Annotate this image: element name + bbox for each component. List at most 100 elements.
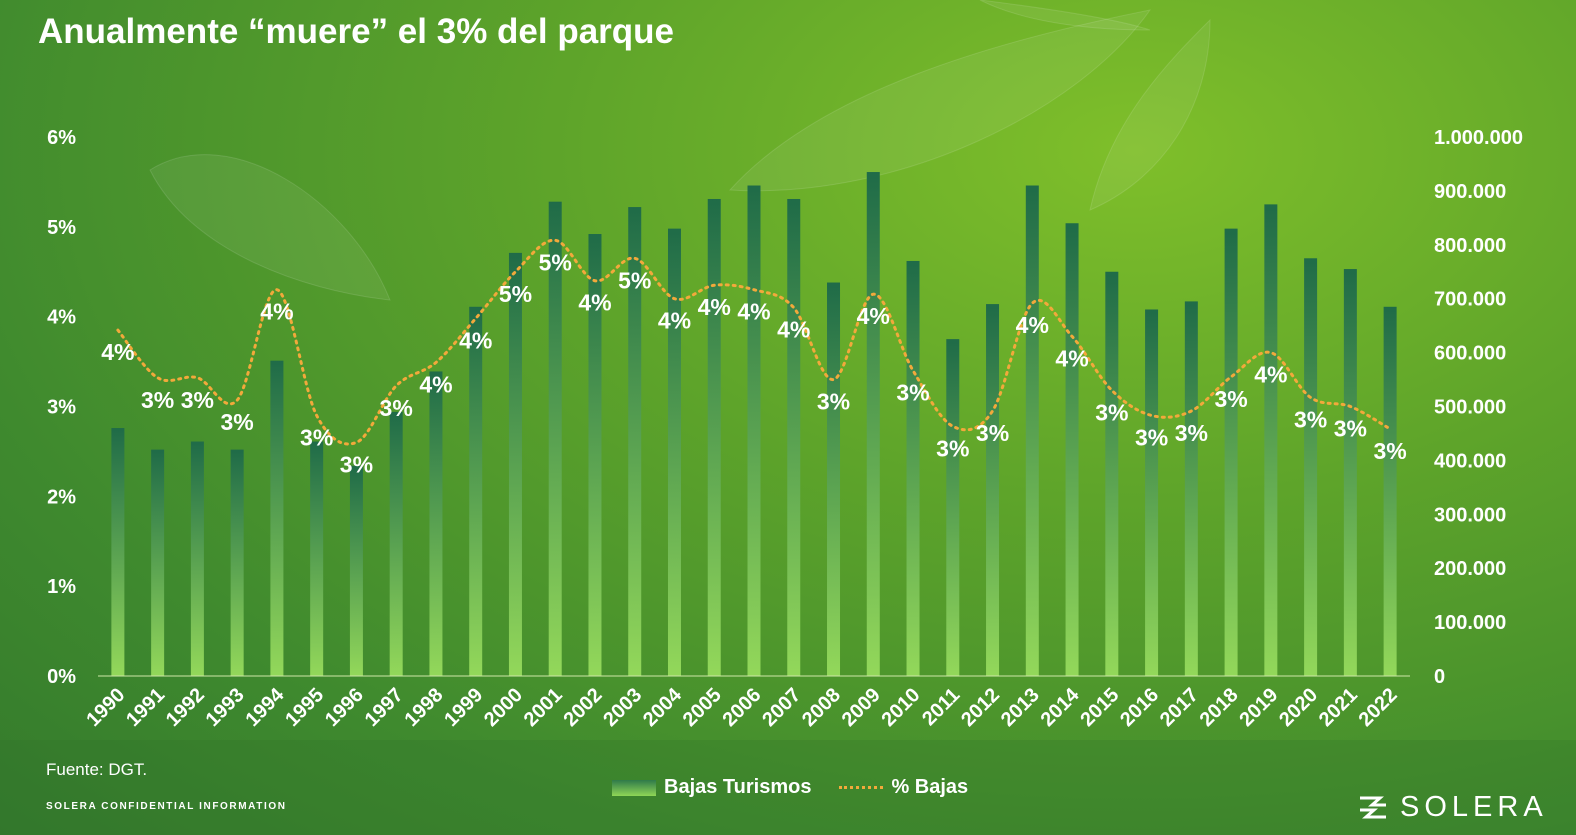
x-tick-label: 1993: [202, 684, 249, 731]
bar-2008: [827, 282, 841, 676]
x-tick-label: 2002: [559, 684, 606, 731]
data-label-1994: 4%: [260, 299, 293, 325]
data-label-2006: 4%: [737, 299, 770, 325]
x-tick-label: 2022: [1355, 684, 1402, 731]
bar-2000: [508, 252, 522, 676]
left-tick-label: 1%: [47, 576, 76, 598]
data-label-1993: 3%: [221, 409, 254, 435]
data-label-1996: 3%: [340, 451, 373, 477]
bar-2011: [946, 339, 960, 676]
data-label-1997: 3%: [380, 395, 413, 421]
bar-2007: [787, 198, 801, 677]
bar-1997: [389, 411, 403, 676]
data-label-1990: 4%: [101, 339, 134, 365]
x-tick-label: 1997: [361, 684, 408, 731]
bar-2019: [1264, 204, 1278, 676]
bar-2012: [986, 304, 1000, 676]
data-label-2021: 3%: [1334, 416, 1367, 442]
x-tick-label: 1990: [82, 684, 129, 731]
data-label-2013: 4%: [1016, 312, 1049, 338]
right-tick-label: 700.000: [1434, 289, 1506, 311]
x-tick-label: 2009: [838, 684, 885, 731]
percent-line: [116, 238, 1392, 446]
data-label-1992: 3%: [181, 387, 214, 413]
bar-2016: [1145, 309, 1159, 676]
bar-1991: [151, 449, 165, 676]
data-label-1995: 3%: [300, 424, 333, 450]
x-tick-label: 2017: [1156, 684, 1203, 731]
x-axis: 1990199119921993199419951996199719981999…: [82, 683, 1401, 731]
data-label-2012: 3%: [976, 420, 1009, 446]
x-tick-label: 2018: [1196, 684, 1243, 731]
bar-2003: [628, 207, 642, 676]
bar-2022: [1383, 306, 1397, 676]
legend: Bajas Turismos % Bajas: [612, 776, 968, 799]
bar-1998: [429, 371, 443, 676]
bar-2009: [866, 172, 880, 676]
x-tick-label: 2010: [878, 684, 925, 731]
x-tick-label: 2011: [918, 684, 964, 730]
legend-bars-label: Bajas Turismos: [664, 776, 812, 798]
data-label-2016: 3%: [1135, 424, 1168, 450]
bar-2006: [747, 185, 761, 676]
data-label-2004: 4%: [658, 308, 691, 334]
data-label-1998: 4%: [419, 371, 452, 397]
data-label-2010: 3%: [896, 380, 929, 406]
data-label-2019: 4%: [1254, 362, 1287, 388]
right-tick-label: 200.000: [1434, 558, 1506, 580]
bar-line-chart: 0%1%2%3%4%5%6% 0100.000200.000300.000400…: [47, 127, 1523, 731]
data-labels-layer: 4%3% 3%3%4%3%3%3%4%4%5%5%4%5%4%4% 4%4%3%4%…: [101, 249, 1406, 477]
bar-1996: [349, 465, 363, 676]
data-label-2000: 5%: [499, 281, 532, 307]
x-tick-label: 2015: [1076, 684, 1123, 731]
x-tick-label: 2007: [758, 684, 805, 731]
bar-2013: [1025, 185, 1039, 676]
x-tick-label: 2003: [599, 684, 646, 731]
bar-2010: [906, 260, 920, 676]
data-label-2009: 4%: [857, 303, 890, 329]
x-tick-label: 2008: [798, 684, 845, 731]
x-tick-label: 2000: [480, 684, 527, 731]
right-tick-label: 600.000: [1434, 343, 1506, 365]
bars-layer: [111, 172, 1397, 677]
bar-1995: [310, 441, 324, 676]
data-label-2018: 3%: [1214, 386, 1247, 412]
x-tick-label: 1998: [400, 684, 447, 731]
data-label-2005: 4%: [698, 294, 731, 320]
solera-logo: SOLERA: [1356, 790, 1548, 824]
data-label-2007: 4%: [777, 317, 810, 343]
left-tick-label: 2%: [47, 486, 76, 508]
x-tick-label: 2006: [719, 684, 766, 731]
x-tick-label: 2012: [957, 684, 1004, 731]
data-label-2008: 3%: [817, 389, 850, 415]
left-tick-label: 5%: [47, 217, 76, 239]
legend-bar-swatch: [612, 779, 656, 796]
bar-2014: [1065, 223, 1079, 677]
data-label-2017: 3%: [1175, 420, 1208, 446]
x-tick-label: 1996: [321, 684, 368, 731]
left-tick-label: 4%: [47, 307, 76, 329]
x-tick-label: 2016: [1116, 684, 1163, 731]
right-tick-label: 100.000: [1434, 612, 1506, 634]
x-tick-label: 2019: [1235, 684, 1282, 731]
bar-2005: [707, 198, 721, 677]
x-tick-label: 1992: [162, 684, 209, 731]
confidential-notice: SOLERA CONFIDENTIAL INFORMATION: [46, 801, 287, 812]
x-tick-label: 2020: [1275, 684, 1322, 731]
right-tick-label: 1.000.000: [1434, 127, 1523, 149]
bar-2004: [667, 228, 681, 676]
x-tick-label: 1994: [241, 683, 289, 731]
bar-2015: [1105, 271, 1119, 676]
left-tick-label: 6%: [47, 127, 76, 149]
x-tick-label: 1995: [281, 684, 328, 731]
legend-line-swatch: [839, 786, 884, 789]
right-tick-label: 500.000: [1434, 397, 1506, 419]
data-label-2020: 3%: [1294, 407, 1327, 433]
right-tick-label: 800.000: [1434, 235, 1506, 257]
brand-name: SOLERA: [1400, 790, 1548, 823]
bar-2018: [1224, 228, 1238, 676]
x-tick-label: 2021: [1315, 684, 1362, 731]
x-tick-label: 2014: [1037, 683, 1085, 731]
right-tick-label: 900.000: [1434, 181, 1506, 203]
chart-title: Anualmente “muere” el 3% del parque: [38, 12, 675, 51]
